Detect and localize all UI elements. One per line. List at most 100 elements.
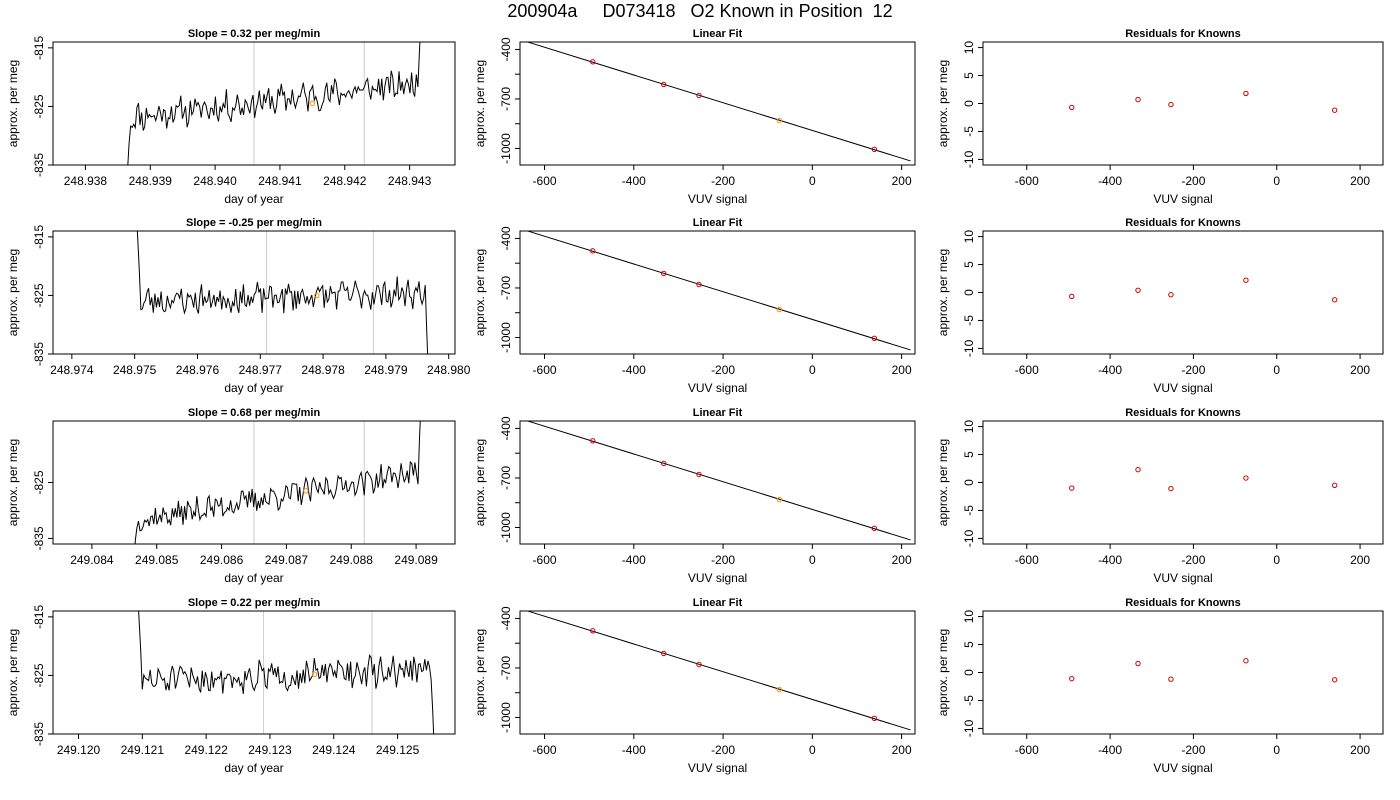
linear-fit-3-ylabel: approx. per meg xyxy=(473,439,487,526)
residuals-2-ytick-label: 5 xyxy=(962,261,976,268)
timeseries-1-xtick-label: 248.941 xyxy=(258,174,302,188)
timeseries-1-xtick-label: 248.939 xyxy=(129,174,173,188)
linear-fit-3-xtick-label: 200 xyxy=(892,553,912,567)
timeseries-4-ylabel: approx. per meg xyxy=(6,629,20,716)
residuals-2-residual-point xyxy=(1243,277,1249,283)
timeseries-4-panel: 249.120 249.121 249.122 249.123 249.124 249.1… xyxy=(6,597,456,775)
residuals-3-frame xyxy=(982,420,1384,545)
linear-fit-1-title: Linear Fit xyxy=(693,28,743,40)
residuals-3-xlabel: VUV signal xyxy=(1153,571,1212,585)
residuals-1-ytick-label: -5 xyxy=(962,126,976,137)
residuals-1-xtick-label: -200 xyxy=(1181,174,1205,188)
residuals-3-residual-point xyxy=(1168,485,1174,492)
residuals-3-xtick-label: 0 xyxy=(1273,553,1280,567)
linear-fit-4-frame xyxy=(519,610,916,735)
linear-fit-4-xtick-label: -200 xyxy=(711,743,735,757)
timeseries-4-xtick-label: 249.120 xyxy=(57,743,101,757)
linear-fit-3-xlabel: VUV signal xyxy=(688,571,747,585)
residuals-4-ylabel: approx. per meg xyxy=(936,629,950,716)
linear-fit-3-point xyxy=(871,525,878,532)
residuals-3-residual-point xyxy=(1135,466,1141,473)
timeseries-4-frame xyxy=(52,610,456,735)
timeseries-4-xtick-label: 249.122 xyxy=(184,743,228,757)
residuals-2-ylabel: approx. per meg xyxy=(936,249,950,336)
linear-fit-1-xlabel: VUV signal xyxy=(688,192,747,206)
linear-fit-3-ytick-label: -1000 xyxy=(499,512,513,543)
linear-fit-1-xtick-label: -200 xyxy=(711,174,735,188)
timeseries-1-title: Slope = 0.32 per meg/min xyxy=(188,28,321,40)
residuals-3-residual-point xyxy=(1243,475,1249,481)
timeseries-3-xtick-label: 249.088 xyxy=(330,553,374,567)
linear-fit-3-xtick-label: 0 xyxy=(809,553,816,567)
residuals-2-xtick-label: 200 xyxy=(1350,363,1370,377)
timeseries-3-highlight-point xyxy=(303,488,309,494)
timeseries-4-ytick-label: -815 xyxy=(32,605,46,629)
timeseries-2-xtick-label: 248.975 xyxy=(113,363,157,377)
timeseries-4-trace xyxy=(138,611,435,734)
linear-fit-2-panel: -600 -400 -200 0 200 VUV signal -400 -700 -1000 a… xyxy=(473,217,916,395)
timeseries-4-xlabel: day of year xyxy=(224,761,283,775)
timeseries-2-plot-region xyxy=(136,231,429,354)
residuals-1-ytick-label: 5 xyxy=(962,72,976,79)
linear-fit-2-point xyxy=(661,270,667,277)
linear-fit-2-point xyxy=(871,335,878,342)
residuals-4-xtick-label: -400 xyxy=(1098,743,1122,757)
timeseries-2-xlabel: day of year xyxy=(224,381,283,395)
linear-fit-2-xtick-label: 200 xyxy=(892,363,912,377)
timeseries-4-ytick-label: -825 xyxy=(32,663,46,687)
residuals-4-xtick-label: -600 xyxy=(1015,743,1039,757)
residuals-1-title: Residuals for Knowns xyxy=(1125,28,1241,40)
residuals-4-ytick-label: 0 xyxy=(962,669,976,676)
timeseries-3-xtick-label: 249.086 xyxy=(200,553,244,567)
linear-fit-1-panel: -600 -400 -200 0 200 VUV signal -400 -700 -1000 a… xyxy=(473,28,916,206)
residuals-1-residual-point xyxy=(1168,101,1174,108)
linear-fit-3-point xyxy=(590,438,596,444)
residuals-2-frame xyxy=(982,230,1384,355)
timeseries-1-xtick-label: 248.943 xyxy=(388,174,432,188)
linear-fit-4-ytick-label: -400 xyxy=(499,606,513,630)
timeseries-2-frame xyxy=(52,230,456,355)
linear-fit-3-plot-region xyxy=(526,421,911,541)
residuals-3-ytick-label: 0 xyxy=(962,479,976,486)
linear-fit-4-plot-region xyxy=(526,611,911,731)
residuals-4-residual-point xyxy=(1135,660,1141,667)
residuals-2-residual-point xyxy=(1331,297,1338,303)
timeseries-1-panel: 248.938 248.939 248.940 248.941 248.942 248.9… xyxy=(6,28,456,206)
residuals-4-ytick-label: 10 xyxy=(962,610,976,624)
residuals-3-xtick-label: 200 xyxy=(1350,553,1370,567)
linear-fit-1-ylabel: approx. per meg xyxy=(473,60,487,147)
linear-fit-3-fit-line xyxy=(526,421,911,541)
timeseries-2-trace xyxy=(136,231,429,354)
residuals-3-panel: -600 -400 -200 0 200 VUV signal -10 -5 0 5 10 appro… xyxy=(936,407,1384,585)
timeseries-3-ytick-label: -835 xyxy=(32,526,46,550)
residuals-4-frame xyxy=(982,610,1384,735)
timeseries-1-xlabel: day of year xyxy=(224,192,283,206)
linear-fit-2-point xyxy=(590,248,596,254)
residuals-3-xtick-label: -600 xyxy=(1015,553,1039,567)
linear-fit-1-fit-line xyxy=(526,42,911,162)
linear-fit-4-fit-line xyxy=(526,611,911,731)
timeseries-3-panel: 249.084 249.085 249.086 249.087 249.088 249.0… xyxy=(6,407,456,585)
timeseries-3-ylabel: approx. per meg xyxy=(6,439,20,526)
timeseries-2-xtick-label: 248.976 xyxy=(176,363,220,377)
residuals-3-ylabel: approx. per meg xyxy=(936,439,950,526)
timeseries-4-xtick-label: 249.124 xyxy=(312,743,356,757)
linear-fit-2-xtick-label: -600 xyxy=(533,363,557,377)
timeseries-2-ylabel: approx. per meg xyxy=(6,249,20,336)
timeseries-4-plot-region xyxy=(138,611,435,734)
residuals-3-xtick-label: -200 xyxy=(1181,553,1205,567)
timeseries-4-title: Slope = 0.22 per meg/min xyxy=(188,597,321,609)
timeseries-1-trace xyxy=(127,42,421,165)
linear-fit-3-ytick-label: -700 xyxy=(499,466,513,490)
residuals-4-xtick-label: -200 xyxy=(1181,743,1205,757)
linear-fit-4-title: Linear Fit xyxy=(693,597,743,609)
linear-fit-1-xtick-label: 0 xyxy=(809,174,816,188)
linear-fit-2-ytick-label: -400 xyxy=(499,226,513,250)
timeseries-2-xtick-label: 248.978 xyxy=(301,363,345,377)
linear-fit-2-point xyxy=(696,281,702,288)
residuals-4-ytick-label: 5 xyxy=(962,641,976,648)
residuals-2-ytick-label: -5 xyxy=(962,315,976,326)
residuals-2-ytick-label: 10 xyxy=(962,230,976,244)
timeseries-3-xtick-label: 249.085 xyxy=(135,553,179,567)
timeseries-4-xtick-label: 249.123 xyxy=(248,743,292,757)
